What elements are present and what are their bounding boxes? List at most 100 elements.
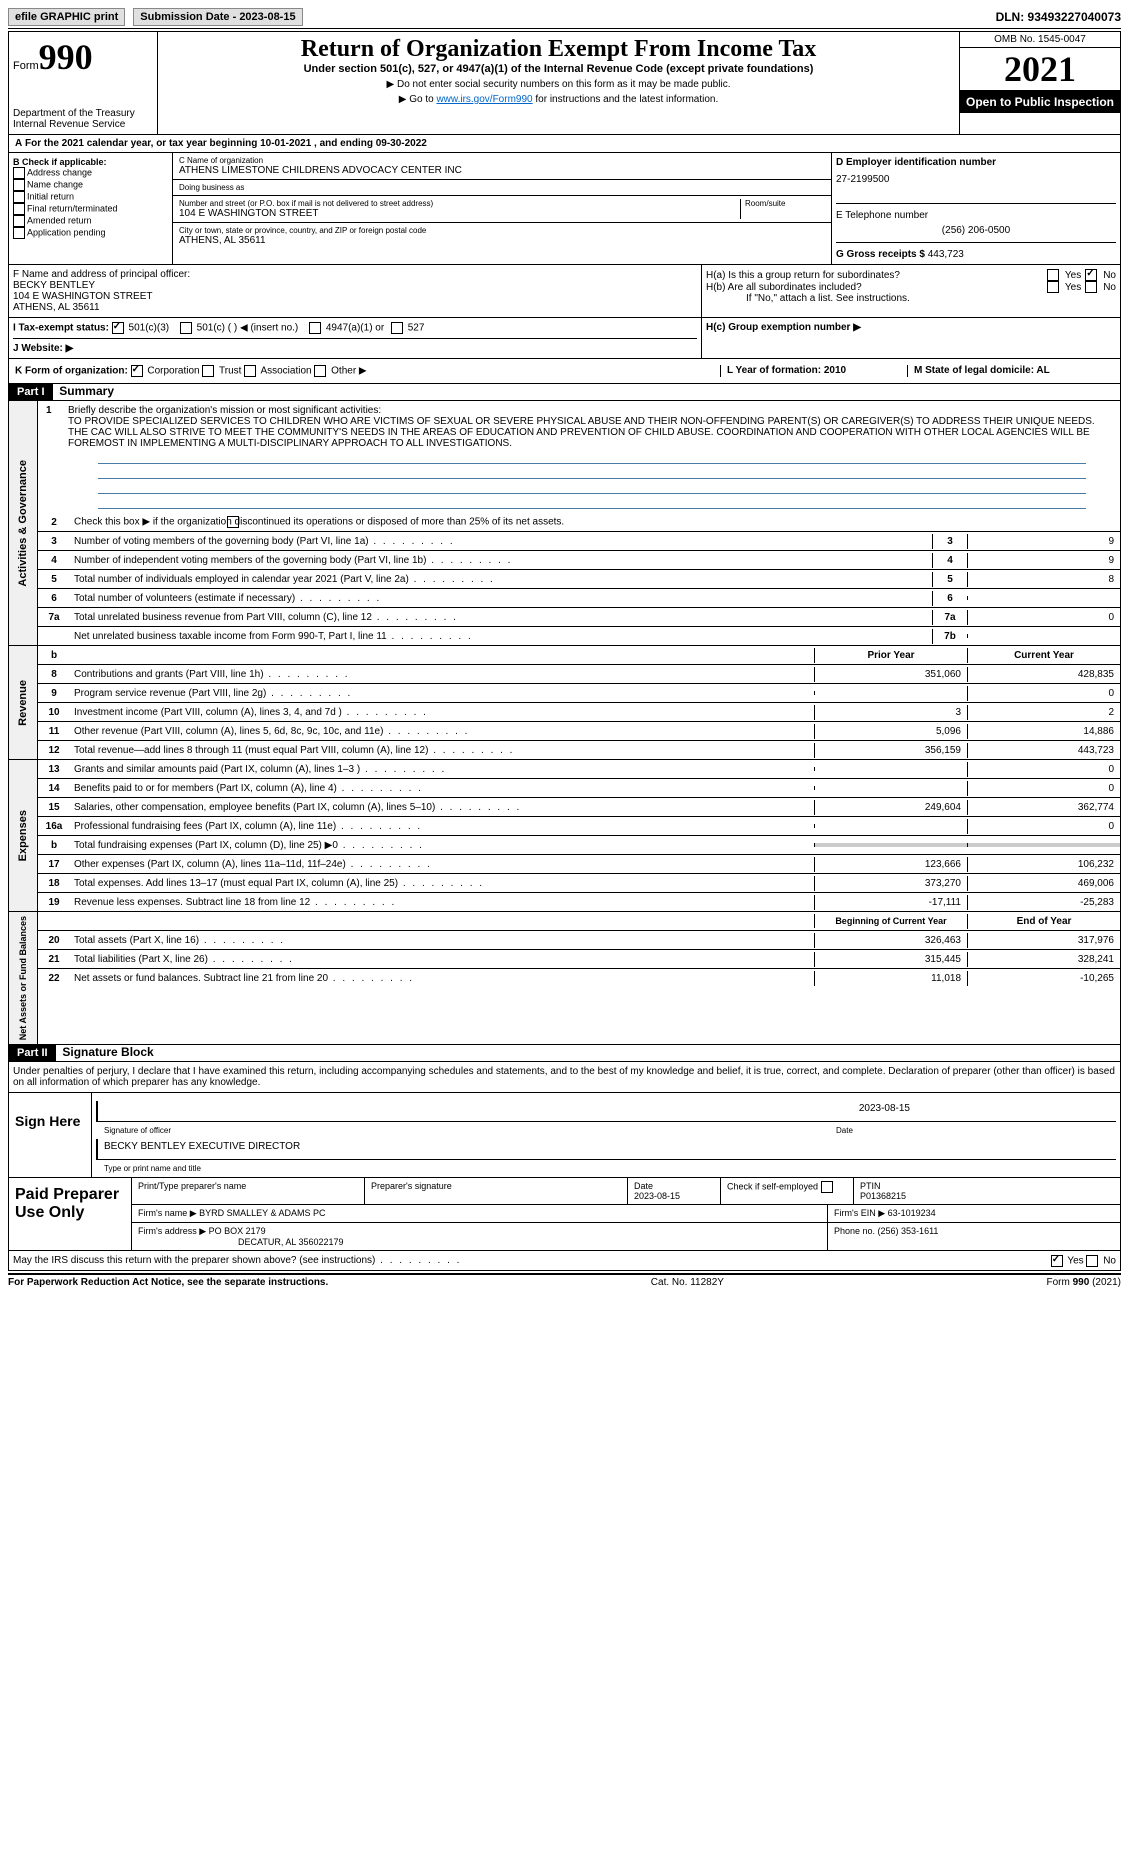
data-line: 22Net assets or fund balances. Subtract … bbox=[38, 969, 1120, 987]
dln-label: DLN: 93493227040073 bbox=[996, 10, 1121, 24]
data-line: 20Total assets (Part X, line 16)326,4633… bbox=[38, 931, 1120, 950]
chk-527[interactable] bbox=[391, 322, 403, 334]
hc-label: H(c) Group exemption number ▶ bbox=[706, 322, 861, 333]
chk-final[interactable] bbox=[13, 203, 25, 215]
chk-name[interactable] bbox=[13, 179, 25, 191]
officer-name: BECKY BENTLEY bbox=[13, 280, 697, 291]
street: 104 E WASHINGTON STREET bbox=[179, 208, 740, 219]
data-line: 8Contributions and grants (Part VIII, li… bbox=[38, 665, 1120, 684]
hb-label: H(b) Are all subordinates included? bbox=[706, 282, 1043, 293]
sig-label: Signature of officer bbox=[96, 1126, 836, 1135]
preparer-block: Paid Preparer Use Only Print/Type prepar… bbox=[8, 1178, 1121, 1251]
gross-receipts: 443,723 bbox=[928, 249, 964, 260]
chk-address[interactable] bbox=[13, 167, 25, 179]
discuss-row: May the IRS discuss this return with the… bbox=[8, 1251, 1121, 1271]
chk-501c3[interactable] bbox=[112, 322, 124, 334]
col-c: C Name of organizationATHENS LIMESTONE C… bbox=[173, 153, 831, 264]
data-line: 12Total revenue—add lines 8 through 11 (… bbox=[38, 741, 1120, 759]
data-line: 13Grants and similar amounts paid (Part … bbox=[38, 760, 1120, 779]
note-link: ▶ Go to www.irs.gov/Form990 for instruct… bbox=[162, 94, 955, 105]
k-label: K Form of organization: bbox=[15, 366, 128, 377]
rev-tab: Revenue bbox=[15, 676, 31, 730]
efile-print-button[interactable]: efile GRAPHIC print bbox=[8, 8, 125, 26]
gov-line: Net unrelated business taxable income fr… bbox=[38, 627, 1120, 645]
gov-line: 4Number of independent voting members of… bbox=[38, 551, 1120, 570]
footer-left: For Paperwork Reduction Act Notice, see … bbox=[8, 1277, 328, 1288]
form-header: Form990 Department of the Treasury Inter… bbox=[8, 31, 1121, 135]
discuss-q: May the IRS discuss this return with the… bbox=[13, 1255, 461, 1266]
gov-line: 6Total number of volunteers (estimate if… bbox=[38, 589, 1120, 608]
declaration: Under penalties of perjury, I declare th… bbox=[8, 1062, 1121, 1093]
topbar: efile GRAPHIC print Submission Date - 20… bbox=[8, 8, 1121, 29]
prep-label: Paid Preparer Use Only bbox=[9, 1178, 132, 1250]
prep-date-lbl: Date bbox=[634, 1181, 714, 1191]
chk-4947[interactable] bbox=[309, 322, 321, 334]
sign-date: 2023-08-15 bbox=[859, 1103, 910, 1119]
chk-initial[interactable] bbox=[13, 191, 25, 203]
form-number: 990 bbox=[39, 37, 93, 77]
submission-date-button[interactable]: Submission Date - 2023-08-15 bbox=[133, 8, 302, 26]
chk-501c[interactable] bbox=[180, 322, 192, 334]
ptin-lbl: PTIN bbox=[860, 1181, 1114, 1191]
officer-addr1: 104 E WASHINGTON STREET bbox=[13, 291, 697, 302]
chk-corp[interactable] bbox=[131, 365, 143, 377]
exp-tab: Expenses bbox=[15, 806, 31, 865]
data-line: 21Total liabilities (Part X, line 26)315… bbox=[38, 950, 1120, 969]
chk-assoc[interactable] bbox=[244, 365, 256, 377]
sec-netassets: Net Assets or Fund Balances Beginning of… bbox=[8, 912, 1121, 1045]
chk-pending[interactable] bbox=[13, 227, 25, 239]
data-line: 11Other revenue (Part VIII, column (A), … bbox=[38, 722, 1120, 741]
officer-label: F Name and address of principal officer: bbox=[13, 269, 697, 280]
sec-expenses: Expenses 13Grants and similar amounts pa… bbox=[8, 760, 1121, 912]
form-label: Form bbox=[13, 60, 39, 72]
l-label: L Year of formation: 2010 bbox=[727, 365, 846, 376]
gov-tab: Activities & Governance bbox=[15, 456, 31, 591]
data-line: 17Other expenses (Part IX, column (A), l… bbox=[38, 855, 1120, 874]
chk-ha-no[interactable] bbox=[1085, 269, 1097, 281]
part1-num: Part I bbox=[9, 384, 53, 400]
page-footer: For Paperwork Reduction Act Notice, see … bbox=[8, 1273, 1121, 1290]
sign-block: Sign Here 2023-08-15 Signature of office… bbox=[8, 1093, 1121, 1178]
chk-amended[interactable] bbox=[13, 215, 25, 227]
part1-title: Summary bbox=[59, 384, 114, 398]
chk-ha-yes[interactable] bbox=[1047, 269, 1059, 281]
part2-title: Signature Block bbox=[62, 1045, 153, 1059]
omb-number: OMB No. 1545-0047 bbox=[960, 32, 1120, 48]
note-ssn: ▶ Do not enter social security numbers o… bbox=[162, 79, 955, 90]
prep-sig-lbl: Preparer's signature bbox=[371, 1181, 621, 1191]
part1-header: Part I Summary bbox=[8, 384, 1121, 401]
ein-label: D Employer identification number bbox=[836, 157, 996, 168]
hdr-prior: Prior Year bbox=[814, 648, 967, 663]
firm-ein: Firm's EIN ▶ 63-1019234 bbox=[828, 1205, 1120, 1222]
street-label: Number and street (or P.O. box if mail i… bbox=[179, 199, 740, 208]
dept-label: Department of the Treasury bbox=[13, 108, 153, 119]
officer-sig-name: BECKY BENTLEY EXECUTIVE DIRECTOR bbox=[104, 1141, 300, 1157]
firm-phone: Phone no. (256) 353-1611 bbox=[828, 1223, 1120, 1250]
gov-line: 7aTotal unrelated business revenue from … bbox=[38, 608, 1120, 627]
chk-hb-no[interactable] bbox=[1085, 281, 1097, 293]
hdr-end: End of Year bbox=[967, 914, 1120, 929]
chk-discuss-no[interactable] bbox=[1086, 1255, 1098, 1267]
firm-addr2: DECATUR, AL 356022179 bbox=[138, 1237, 821, 1247]
chk-q2[interactable] bbox=[227, 516, 239, 528]
chk-trust[interactable] bbox=[202, 365, 214, 377]
i-label: I Tax-exempt status: bbox=[13, 323, 109, 334]
part2-header: Part II Signature Block bbox=[8, 1045, 1121, 1062]
hdr-curr: Current Year bbox=[967, 648, 1120, 663]
name-label: Type or print name and title bbox=[96, 1164, 1116, 1173]
chk-self-emp[interactable] bbox=[821, 1181, 833, 1193]
gross-label: G Gross receipts $ bbox=[836, 249, 925, 260]
chk-other[interactable] bbox=[314, 365, 326, 377]
data-line: 19Revenue less expenses. Subtract line 1… bbox=[38, 893, 1120, 911]
m-label: M State of legal domicile: AL bbox=[914, 365, 1050, 376]
city-label: City or town, state or province, country… bbox=[179, 226, 825, 235]
data-line: 16aProfessional fundraising fees (Part I… bbox=[38, 817, 1120, 836]
data-line: 18Total expenses. Add lines 13–17 (must … bbox=[38, 874, 1120, 893]
gov-line: 5Total number of individuals employed in… bbox=[38, 570, 1120, 589]
org-name-label: C Name of organization bbox=[179, 156, 825, 165]
chk-hb-yes[interactable] bbox=[1047, 281, 1059, 293]
chk-discuss-yes[interactable] bbox=[1051, 1255, 1063, 1267]
ein: 27-2199500 bbox=[836, 174, 1116, 185]
irs-link[interactable]: www.irs.gov/Form990 bbox=[436, 94, 532, 105]
sign-here-label: Sign Here bbox=[9, 1093, 92, 1177]
